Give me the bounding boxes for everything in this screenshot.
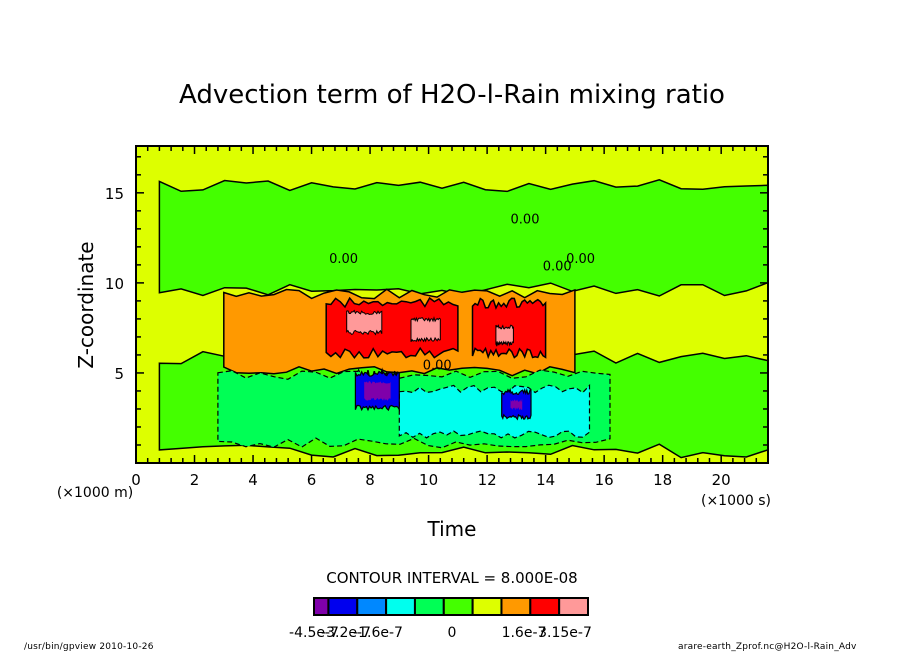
x-tick-label: 16 — [595, 471, 614, 489]
colorbar-swatch — [385, 597, 416, 616]
contour-interval-label: CONTOUR INTERVAL = 8.000E-08 — [326, 569, 577, 587]
x-tick-label: 4 — [248, 471, 258, 489]
x-tick-label: 6 — [307, 471, 317, 489]
y-tick-label: 5 — [114, 365, 124, 383]
x-axis-label: Time — [427, 517, 477, 541]
colorbar-tick-label: 3.15e-7 — [538, 625, 592, 641]
colorbar-swatch — [442, 597, 474, 616]
colorbar-swatch — [529, 597, 561, 616]
y-tick-label: 15 — [105, 185, 124, 203]
footer-right: arare-earth_Zprof.nc@H2O-l-Rain_Adv — [678, 642, 857, 652]
footer-left: /usr/bin/gpview 2010-10-26 — [24, 642, 154, 652]
contour-value-label: 0.00 — [543, 259, 572, 274]
contour-region-purple-min — [510, 399, 523, 410]
x-tick-label: 0 — [131, 471, 141, 489]
contour-value-label: 0.00 — [566, 252, 595, 267]
colorbar-swatch — [471, 597, 503, 616]
colorbar-swatch — [558, 597, 590, 616]
colorbar-tick-label: 0 — [448, 625, 457, 641]
plot-area: 0.000.000.000.000.00 — [136, 146, 768, 463]
x-tick-label: 2 — [190, 471, 200, 489]
contour-region-pink-max — [346, 309, 383, 336]
colorbar-tick-label: -4.5e-7 — [289, 625, 339, 641]
y-axis-label: Z-coordinate — [74, 241, 98, 368]
y-tick-label: 10 — [105, 275, 124, 293]
chart-title: Advection term of H2O-l-Rain mixing rati… — [179, 80, 725, 110]
x-axis: 0 2 4 6 8 10 12 14 16 18 20 — [131, 146, 769, 489]
x-tick-label: 14 — [536, 471, 555, 489]
y-axis-unit: (×1000 m) — [57, 485, 133, 501]
contour-region-purple-min — [364, 381, 391, 401]
contour-value-label: 0.00 — [423, 358, 452, 373]
contour-region-pink-max — [410, 316, 441, 343]
x-tick-label: 12 — [478, 471, 497, 489]
x-tick-label: 18 — [653, 471, 672, 489]
colorbar-swatch — [500, 597, 532, 616]
contour-regions: 0.000.000.000.000.00 — [158, 179, 768, 459]
contour-value-label: 0.00 — [511, 212, 540, 227]
colorbar-swatch — [413, 597, 445, 616]
colorbar-tick-label: -1.6e-7 — [353, 625, 403, 641]
contour-region-pink-max — [495, 323, 514, 347]
colorbar-swatch — [313, 597, 330, 616]
x-tick-label: 20 — [712, 471, 731, 489]
x-axis-unit: (×1000 s) — [701, 493, 771, 509]
colorbar-tick-label: 1.6e-7 — [502, 625, 547, 641]
colorbar-swatch — [356, 597, 388, 616]
colorbar-labels: -4.5e-7-3.2e-7-1.6e-7 0 1.6e-73.15e-7 — [289, 625, 592, 641]
contour-region-upper-green-band — [158, 179, 768, 297]
colorbar-swatch — [327, 597, 359, 616]
colorbar-tick-label: -3.2e-7 — [321, 625, 371, 641]
contour-value-label: 0.00 — [329, 252, 358, 267]
y-axis: 5 10 15 — [105, 156, 768, 446]
contour-region-cyan-core-12k — [398, 383, 591, 439]
x-tick-label: 10 — [419, 471, 438, 489]
colorbar — [313, 597, 590, 616]
x-tick-label: 8 — [365, 471, 375, 489]
